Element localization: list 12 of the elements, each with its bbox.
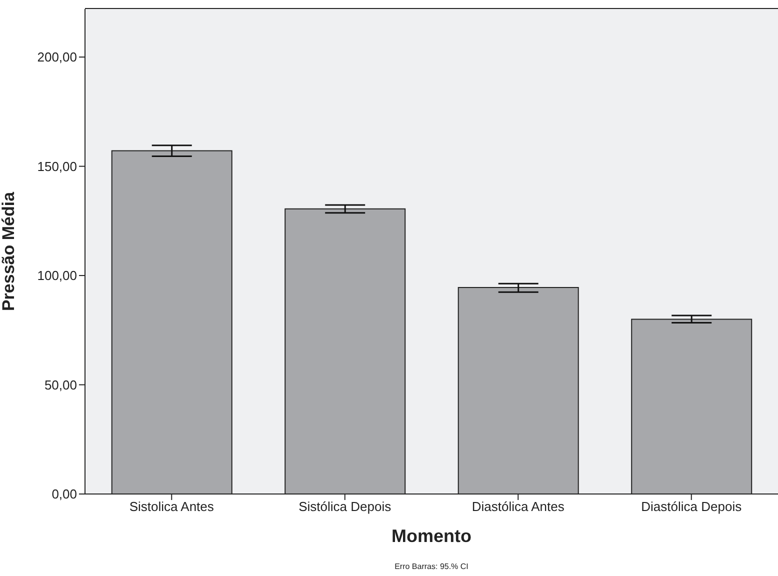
y-tick-label: 100,00 bbox=[37, 268, 77, 284]
text: Erro Barras: 95.% CI bbox=[394, 562, 470, 571]
y-tick-label: 50,00 bbox=[44, 377, 77, 392]
y-tick-label: 150,00 bbox=[37, 158, 77, 174]
x-tick-label: Diastólica Depois bbox=[641, 499, 742, 514]
y-tick-label: 200,00 bbox=[37, 50, 77, 65]
x-tick-label: Sistólica Depois bbox=[298, 499, 392, 514]
x-tick-label: Sistolica Antes bbox=[129, 499, 214, 514]
x-axis-title: Momento bbox=[390, 526, 472, 547]
x-tick-label: Diastólica Antes bbox=[472, 499, 565, 514]
y-axis-title: Pressão Média bbox=[0, 191, 18, 312]
y-tick-label: 0,00 bbox=[52, 486, 77, 502]
